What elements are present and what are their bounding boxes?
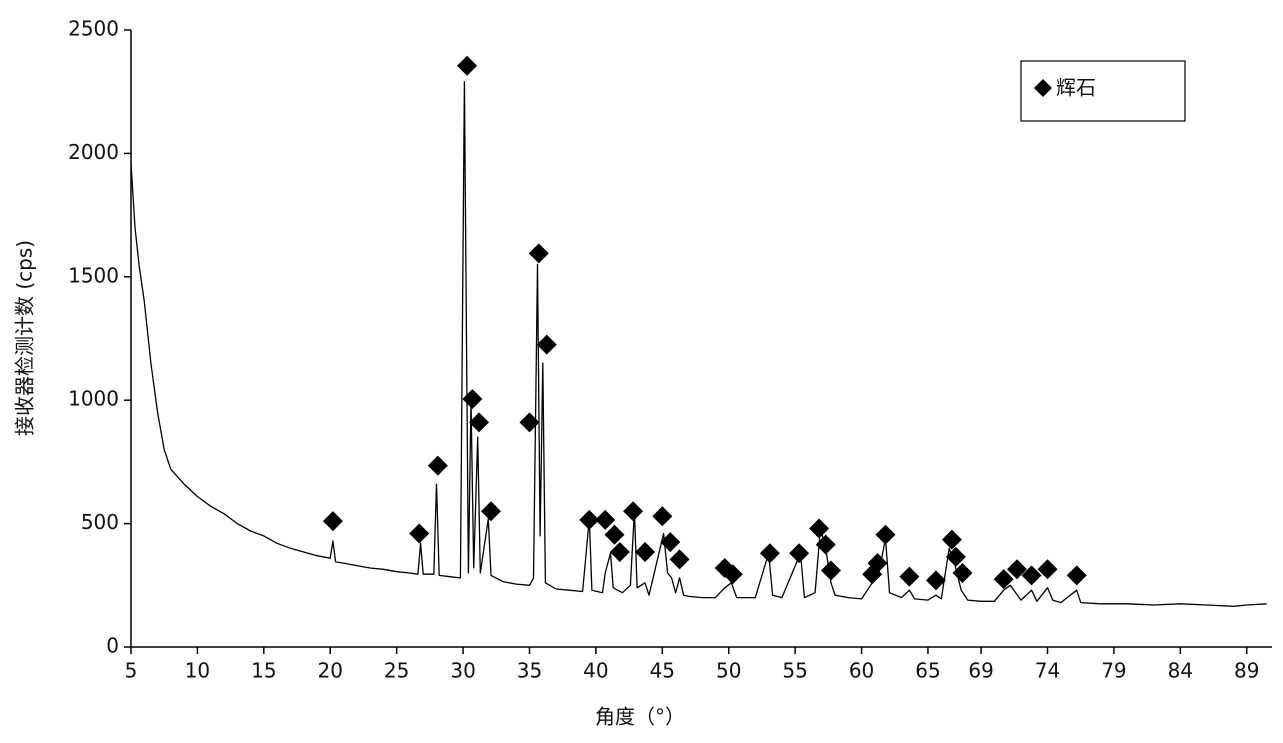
- marker: [875, 524, 896, 545]
- marker: [652, 506, 673, 527]
- marker: [462, 388, 483, 409]
- x-tick-label: 84: [1168, 659, 1193, 683]
- y-tick-label: 0: [106, 634, 119, 658]
- marker: [1037, 559, 1058, 580]
- marker: [604, 524, 625, 545]
- x-tick-label: 50: [716, 659, 741, 683]
- y-tick-label: 2000: [68, 140, 119, 164]
- x-tick-label: 65: [915, 659, 940, 683]
- marker: [941, 529, 962, 550]
- marker: [821, 560, 842, 581]
- marker: [623, 501, 644, 522]
- marker: [457, 55, 478, 76]
- x-tick-label: 25: [384, 659, 409, 683]
- marker: [595, 509, 616, 530]
- y-tick-label: 2500: [68, 17, 119, 41]
- x-tick-label: 79: [1101, 659, 1126, 683]
- marker: [815, 534, 836, 555]
- marker: [899, 566, 920, 587]
- marker: [469, 412, 490, 433]
- marker: [579, 509, 600, 530]
- marker: [759, 543, 780, 564]
- marker: [528, 243, 549, 264]
- x-tick-label: 20: [318, 659, 343, 683]
- x-tick-label: 60: [849, 659, 874, 683]
- marker: [1006, 559, 1027, 580]
- marker: [1021, 565, 1042, 586]
- marker: [809, 518, 830, 539]
- x-tick-label: 35: [517, 659, 542, 683]
- x-tick-label: 10: [185, 659, 210, 683]
- x-tick-label: 69: [968, 659, 993, 683]
- marker: [952, 562, 973, 583]
- x-tick-label: 15: [251, 659, 276, 683]
- marker: [519, 412, 540, 433]
- marker: [945, 546, 966, 567]
- y-tick-label: 1000: [68, 387, 119, 411]
- marker: [867, 553, 888, 574]
- marker: [409, 523, 430, 544]
- marker: [722, 564, 743, 585]
- marker: [789, 543, 810, 564]
- marker: [322, 511, 343, 532]
- marker: [1066, 565, 1087, 586]
- x-tick-label: 30: [450, 659, 475, 683]
- legend-label: 辉石: [1056, 76, 1096, 100]
- marker: [536, 334, 557, 355]
- x-tick-label: 5: [125, 659, 138, 683]
- y-axis-label: 接收器检测计数 (cps): [13, 240, 37, 436]
- marker: [660, 532, 681, 553]
- y-tick-label: 1500: [68, 263, 119, 287]
- marker: [669, 549, 690, 570]
- marker: [480, 501, 501, 522]
- line: [130, 81, 1267, 607]
- x-axis-label: 角度（°）: [595, 705, 685, 729]
- x-tick-label: 74: [1035, 659, 1060, 683]
- x-tick-label: 45: [650, 659, 675, 683]
- x-tick-label: 55: [782, 659, 807, 683]
- marker: [993, 569, 1014, 590]
- x-tick-label: 40: [583, 659, 608, 683]
- legend-marker: [1034, 79, 1052, 97]
- marker: [925, 570, 946, 591]
- marker: [427, 455, 448, 476]
- marker: [609, 541, 630, 562]
- marker: [635, 541, 656, 562]
- x-tick-label: 89: [1234, 659, 1259, 683]
- y-tick-label: 500: [81, 510, 119, 534]
